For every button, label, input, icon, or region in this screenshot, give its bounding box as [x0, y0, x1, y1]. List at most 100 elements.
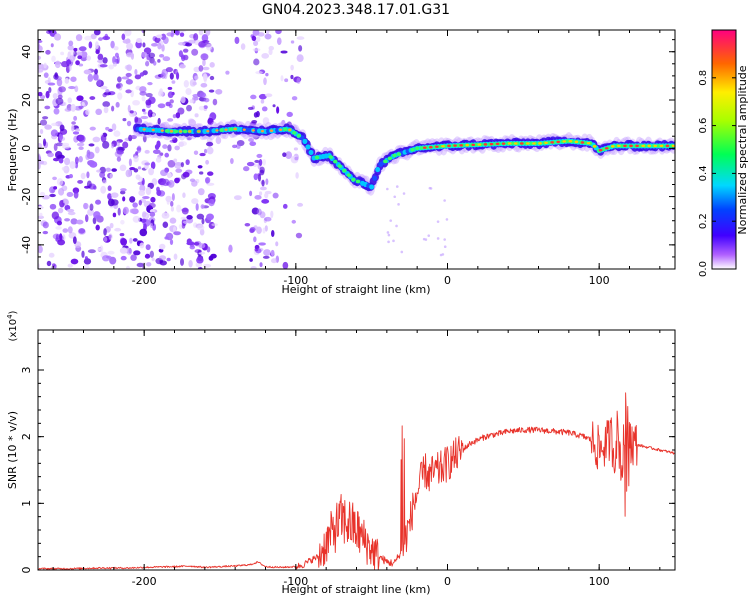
noise-blob — [191, 198, 199, 205]
ridge-core-green — [333, 159, 338, 164]
noise-blob — [142, 211, 147, 218]
noise-blob — [103, 236, 108, 242]
noise-blob — [276, 37, 282, 46]
ridge-core-green — [455, 143, 461, 148]
noise-blob — [94, 68, 99, 75]
noise-blob — [68, 85, 76, 90]
noise-blob — [208, 198, 215, 207]
noise-blob — [180, 161, 185, 168]
noise-blob — [69, 54, 76, 63]
noise-blob — [250, 94, 257, 100]
noise-blob — [272, 192, 279, 199]
noise-blob — [66, 208, 75, 213]
ridge-peak — [224, 128, 228, 131]
noise-blob — [268, 48, 273, 56]
ridge-core-green — [173, 129, 179, 134]
ridge-peak — [441, 145, 445, 148]
noise-blob — [161, 44, 165, 52]
ridge-peak — [635, 144, 639, 148]
noise-blob — [70, 76, 77, 82]
noise-blob — [144, 162, 151, 166]
noise-blob — [154, 36, 161, 43]
noise-blob — [178, 50, 183, 58]
ridge-peak — [489, 142, 494, 146]
noise-blob — [47, 77, 51, 84]
noise-blob — [95, 214, 101, 220]
snr-marks — [38, 392, 675, 570]
noise-blob — [139, 91, 147, 96]
ridge-core-green — [619, 144, 625, 148]
noise-blob — [116, 149, 124, 155]
noise-blob — [195, 203, 199, 211]
noise-blob — [254, 195, 262, 200]
noise-blob — [169, 99, 174, 104]
noise-blob — [134, 74, 142, 80]
noise-blob — [129, 237, 133, 244]
noise-blob — [397, 203, 400, 206]
ridge-peak — [513, 142, 518, 145]
noise-blob — [86, 55, 92, 61]
noise-blob — [253, 173, 259, 181]
ridge-peak — [629, 144, 633, 148]
noise-blob — [158, 90, 164, 97]
snr-xtick-label: -200 — [132, 575, 157, 588]
noise-blob — [230, 157, 234, 165]
noise-blob — [262, 227, 266, 234]
ridge-core-green — [637, 144, 643, 148]
noise-blob — [51, 263, 56, 267]
noise-blob — [203, 77, 207, 83]
noise-blob — [183, 80, 189, 88]
noise-blob — [441, 253, 445, 256]
noise-blob — [188, 39, 196, 44]
ridge-peak — [483, 143, 488, 146]
snr-axes: -200 -100 0 100 0 1 2 3 — [20, 330, 675, 588]
ridge-core-green — [228, 127, 233, 132]
noise-blob — [189, 245, 196, 250]
noise-blob — [169, 217, 177, 224]
noise-blob — [247, 106, 254, 111]
noise-blob — [249, 141, 257, 147]
noise-blob — [119, 164, 127, 172]
noise-blob — [43, 62, 47, 69]
noise-blob — [38, 153, 41, 162]
noise-blob — [191, 180, 198, 187]
ridge-peak — [465, 143, 470, 147]
noise-blob — [84, 256, 88, 260]
ridge-peak — [188, 130, 192, 133]
noise-blob — [58, 157, 64, 164]
noise-blob — [122, 196, 126, 202]
noise-blob — [60, 51, 65, 56]
noise-blob — [136, 38, 143, 44]
noise-blob — [64, 78, 70, 84]
ridge-peak — [556, 140, 561, 144]
noise-blob — [169, 239, 174, 245]
noise-blob — [179, 64, 186, 69]
ridge-peak — [641, 144, 645, 148]
noise-blob — [395, 224, 398, 228]
noise-blob — [294, 156, 299, 161]
noise-blob — [194, 249, 202, 254]
noise-blob — [77, 55, 83, 60]
ridge-peak — [495, 142, 500, 146]
noise-blob — [253, 58, 260, 66]
noise-blob — [128, 158, 132, 167]
noise-blob — [133, 250, 141, 256]
noise-blob — [93, 73, 99, 81]
ridge-peak — [242, 128, 246, 131]
noise-blob — [48, 252, 55, 258]
noise-blob — [81, 102, 85, 106]
noise-blob — [157, 42, 162, 50]
noise-blob — [48, 87, 52, 93]
noise-blob — [120, 188, 127, 192]
noise-blob — [99, 64, 108, 68]
noise-blob — [89, 96, 96, 100]
noise-blob — [181, 222, 186, 229]
ridge-peak — [269, 129, 274, 132]
noise-blob — [109, 173, 113, 179]
noise-blob — [126, 120, 132, 127]
noise-blob — [400, 250, 404, 254]
noise-blob — [85, 214, 89, 223]
noise-blob — [215, 136, 222, 145]
noise-blob — [172, 226, 177, 233]
noise-blob — [290, 64, 294, 71]
